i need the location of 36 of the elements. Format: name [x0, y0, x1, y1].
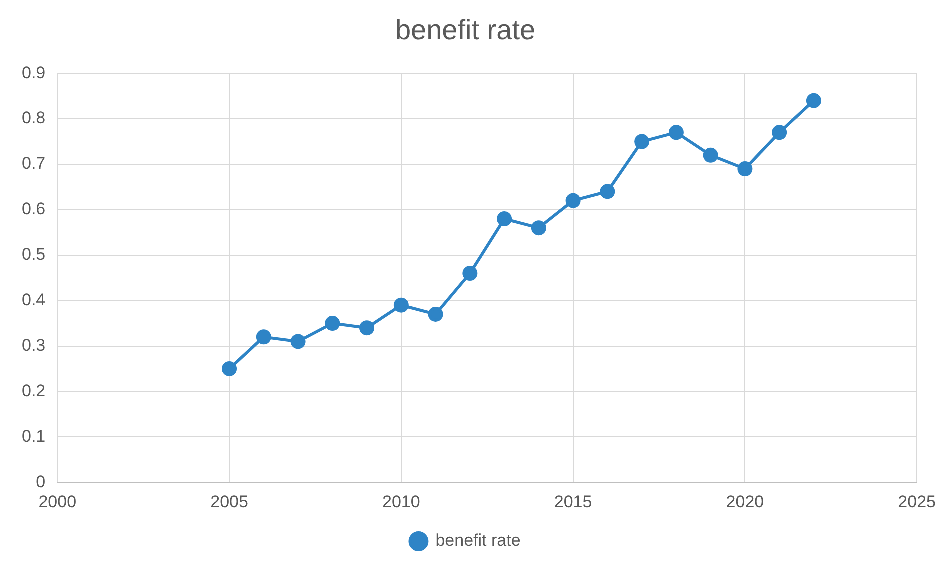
x-tick-label: 2000	[38, 492, 77, 512]
point	[428, 306, 444, 322]
x-tick-label: 2015	[554, 492, 592, 512]
point	[531, 220, 546, 236]
y-tick-label: 0.9	[22, 63, 46, 82]
y-tick-label: 0.8	[22, 108, 46, 128]
y-tick-label: 0.3	[22, 336, 46, 355]
y-tick-label: 0.4	[22, 290, 46, 310]
point	[566, 193, 581, 208]
x-tick-label: 2020	[726, 492, 764, 512]
point	[806, 93, 822, 108]
point	[290, 334, 306, 350]
point	[256, 330, 272, 345]
y-tick-label: 0.5	[22, 245, 46, 264]
point	[394, 298, 409, 313]
chart-title: benefit rate	[395, 14, 536, 46]
point	[600, 184, 616, 200]
point	[668, 125, 684, 140]
x-tick-label: 2025	[898, 492, 936, 512]
point	[772, 125, 788, 140]
point	[462, 266, 478, 282]
y-tick-label: 0.1	[22, 426, 46, 446]
x-tick-label: 2010	[382, 492, 420, 512]
point	[360, 320, 375, 336]
point	[222, 361, 238, 376]
y-tick-label: 0.6	[22, 200, 46, 219]
point	[497, 212, 512, 227]
x-tick-label: 2005	[210, 492, 248, 512]
y-tick-label: 0	[36, 472, 46, 492]
point	[634, 134, 650, 150]
legend-label: benefit rate	[436, 531, 521, 550]
point	[703, 148, 718, 163]
point	[738, 162, 753, 177]
point	[325, 316, 340, 332]
y-tick-label: 0.2	[22, 381, 46, 400]
y-tick-label: 0.7	[22, 154, 46, 174]
